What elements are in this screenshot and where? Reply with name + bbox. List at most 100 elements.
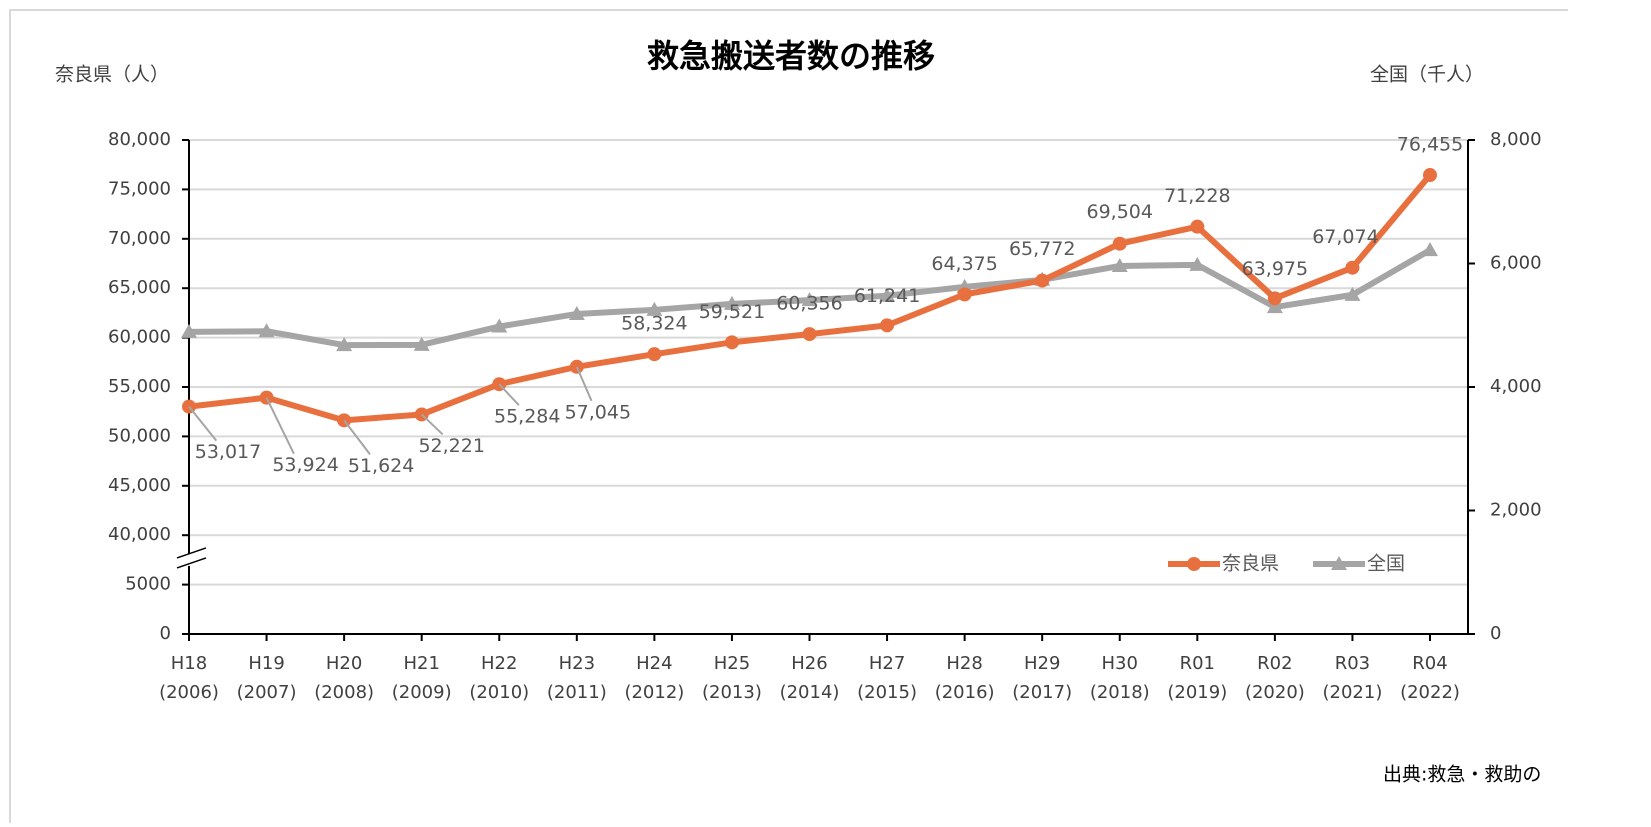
data-label: 71,228 — [1164, 185, 1230, 207]
x-tick-label: H19 — [248, 653, 284, 674]
x-tick-label: (2020) — [1245, 682, 1305, 703]
x-tick-label: R03 — [1335, 653, 1370, 674]
data-label: 53,924 — [272, 454, 338, 476]
x-tick-label: R01 — [1180, 653, 1215, 674]
x-tick-label: H23 — [559, 653, 595, 674]
chart: 救急搬送者数の推移 奈良県（人） 全国（千人） 出典:救急・救助の 0 5000 4… — [9, 9, 1611, 827]
y-tick-label: 70,000 — [108, 228, 171, 249]
legend-marker — [1331, 556, 1347, 570]
y2-tick-label: 2,000 — [1490, 500, 1542, 521]
y2-tick-label: 0 — [1490, 623, 1501, 644]
data-point — [1345, 260, 1360, 275]
x-tick-label: H20 — [326, 653, 362, 674]
x-tick-label: (2013) — [702, 682, 762, 703]
x-tick-label: (2018) — [1090, 682, 1150, 703]
data-label: 61,241 — [854, 285, 920, 307]
x-tick-label: H24 — [636, 653, 672, 674]
x-tick-label: H21 — [403, 653, 439, 674]
axis-break-gap — [177, 553, 201, 566]
x-tick-label: H22 — [481, 653, 517, 674]
x-tick-label: H28 — [946, 653, 982, 674]
y-tick-label: 0 — [160, 623, 171, 644]
data-point — [1423, 168, 1437, 183]
data-point — [646, 301, 663, 316]
x-tick-label: (2010) — [469, 682, 529, 703]
data-label: 64,375 — [931, 253, 997, 275]
x-tick-label: R04 — [1412, 653, 1447, 674]
x-tick-label: R02 — [1257, 653, 1292, 674]
data-point — [1266, 299, 1283, 314]
legend-label: 全国 — [1367, 553, 1405, 575]
source-note: 出典:救急・救助の — [1383, 764, 1541, 786]
data-point — [413, 336, 430, 351]
x-tick-label: (2021) — [1323, 682, 1383, 703]
data-point — [1422, 242, 1438, 257]
y-tick-label: 60,000 — [108, 327, 171, 348]
x-tick-label: (2016) — [935, 682, 995, 703]
label-leader — [420, 413, 444, 436]
x-tick-label: (2022) — [1400, 682, 1460, 703]
data-point — [879, 287, 896, 302]
data-label: 76,455 — [1397, 134, 1463, 156]
y2-tick-label: 4,000 — [1490, 376, 1542, 397]
data-label: 69,504 — [1087, 201, 1153, 223]
x-tick-label: H25 — [714, 653, 750, 674]
y2-tick-label: 6,000 — [1490, 253, 1542, 274]
x-tick-label: (2008) — [314, 682, 374, 703]
x-tick-label: H29 — [1024, 653, 1060, 674]
data-label: 52,221 — [418, 435, 484, 457]
y-tick-label: 80,000 — [108, 129, 171, 150]
data-label: 53,017 — [195, 441, 261, 463]
data-point — [491, 318, 508, 333]
y-tick-label: 65,000 — [108, 277, 171, 298]
y2-tick-label: 8,000 — [1490, 129, 1542, 150]
chart-title: 救急搬送者数の推移 — [647, 37, 935, 75]
label-leader — [575, 366, 593, 402]
data-label: 57,045 — [565, 401, 631, 423]
data-label: 63,975 — [1242, 258, 1308, 280]
x-tick-label: (2014) — [780, 682, 840, 703]
data-label: 59,521 — [699, 301, 765, 323]
x-tick-label: (2009) — [392, 682, 452, 703]
y2-axis-label: 全国（千人） — [1370, 64, 1484, 86]
x-tick-label: H26 — [791, 653, 827, 674]
x-tick-label: (2006) — [159, 682, 219, 703]
data-point — [1035, 273, 1050, 288]
label-leader — [343, 419, 371, 455]
data-point — [258, 323, 275, 338]
y-tick-label: 55,000 — [108, 376, 171, 397]
data-label: 51,624 — [348, 455, 414, 477]
data-point — [181, 323, 197, 338]
legend-marker — [1187, 557, 1201, 571]
x-tick-label: (2015) — [857, 682, 917, 703]
x-tick-label: (2011) — [547, 682, 607, 703]
data-point — [1111, 257, 1128, 272]
data-point — [1189, 256, 1206, 271]
label-leader — [498, 383, 520, 406]
data-point — [801, 292, 818, 307]
x-tick-label: H27 — [869, 653, 905, 674]
x-tick-label: H30 — [1102, 653, 1138, 674]
data-point — [647, 347, 662, 362]
x-tick-label: (2017) — [1012, 682, 1072, 703]
x-tick-label: (2019) — [1167, 682, 1227, 703]
x-tick-label: (2007) — [237, 682, 297, 703]
axis-break — [176, 557, 207, 569]
data-point — [802, 327, 817, 342]
y-tick-label: 75,000 — [108, 178, 171, 199]
axis-break — [176, 547, 207, 559]
x-tick-label: (2012) — [624, 682, 684, 703]
y-tick-label: 45,000 — [108, 475, 171, 496]
y-axis-label: 奈良県（人） — [55, 64, 169, 86]
data-point — [1112, 236, 1127, 251]
data-point — [880, 318, 895, 333]
label-leader — [188, 405, 218, 442]
legend-label: 奈良県 — [1222, 553, 1279, 575]
y-tick-label: 5000 — [125, 574, 171, 595]
y-tick-label: 50,000 — [108, 425, 171, 446]
data-point — [568, 305, 585, 320]
data-label: 60,356 — [776, 293, 842, 315]
data-point — [724, 335, 739, 350]
data-label: 67,074 — [1312, 226, 1378, 248]
